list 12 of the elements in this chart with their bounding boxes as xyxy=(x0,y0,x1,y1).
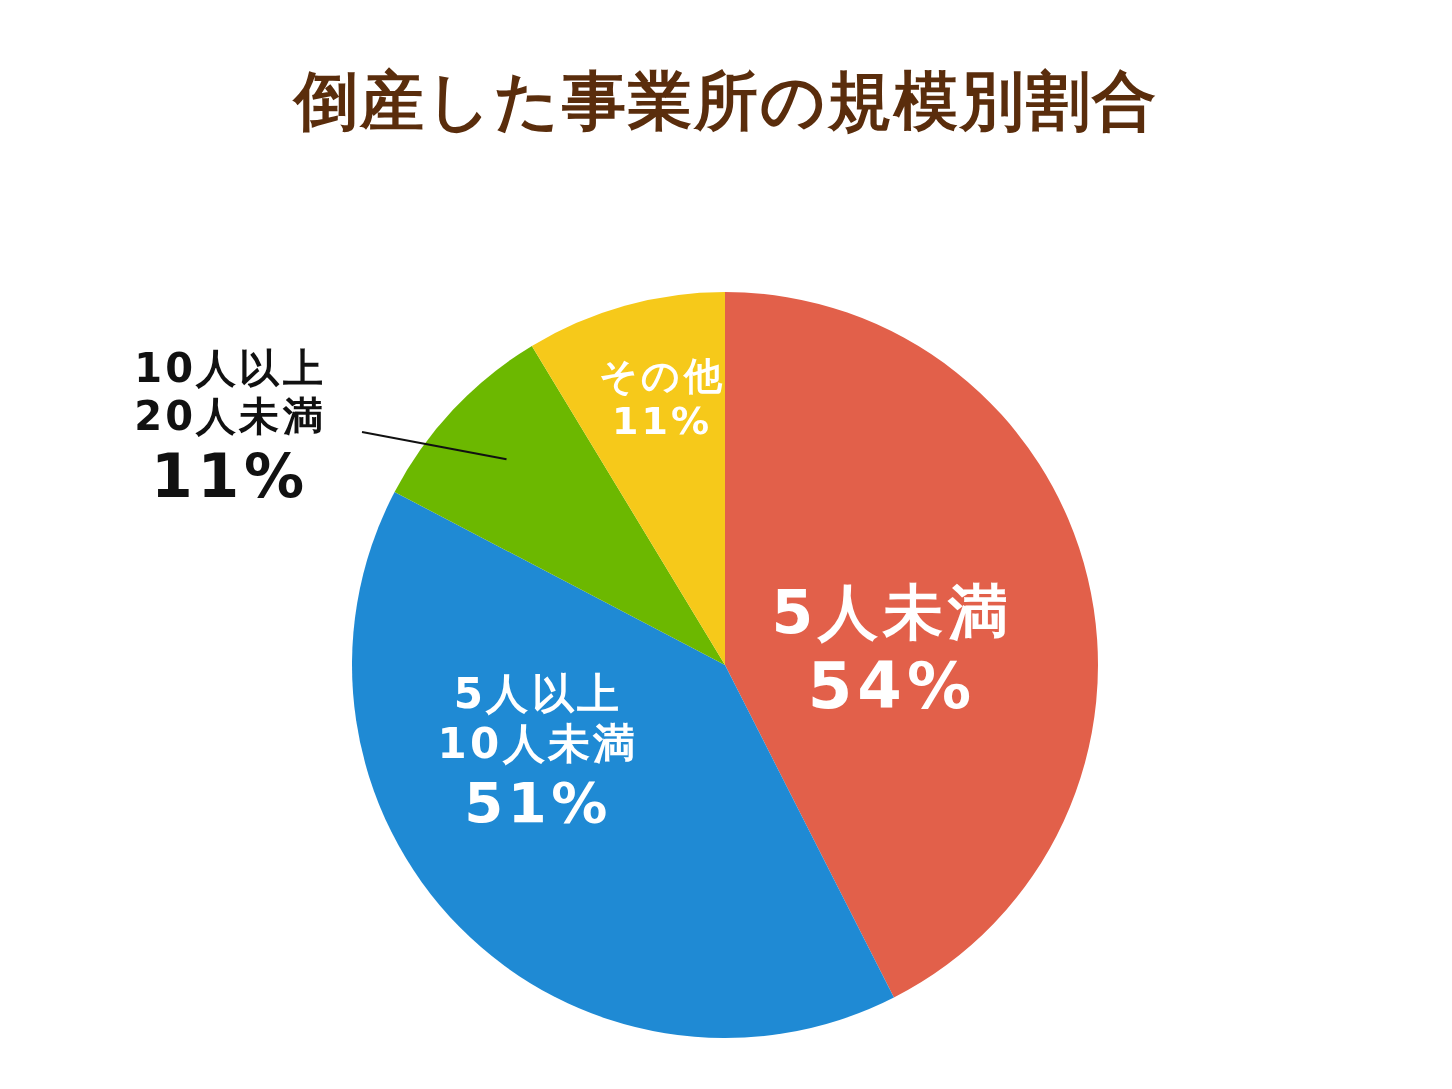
pie-slice xyxy=(725,292,1098,998)
data-label: 11% xyxy=(150,441,310,511)
data-label: 51% xyxy=(464,770,612,835)
data-label: 54% xyxy=(807,649,977,724)
pie-slice xyxy=(394,345,725,665)
pie-slice xyxy=(531,292,725,665)
slice-label: 5人未満 xyxy=(771,576,1013,647)
slice-label: 10人以上 20人未満 xyxy=(134,345,326,439)
data-label: 11% xyxy=(611,399,713,444)
slice-label: 5人以上 10人未満 xyxy=(437,668,639,769)
slice-label: その他 xyxy=(599,353,725,398)
chart-title: 倒産した事業所の規模別割合 xyxy=(291,63,1159,140)
